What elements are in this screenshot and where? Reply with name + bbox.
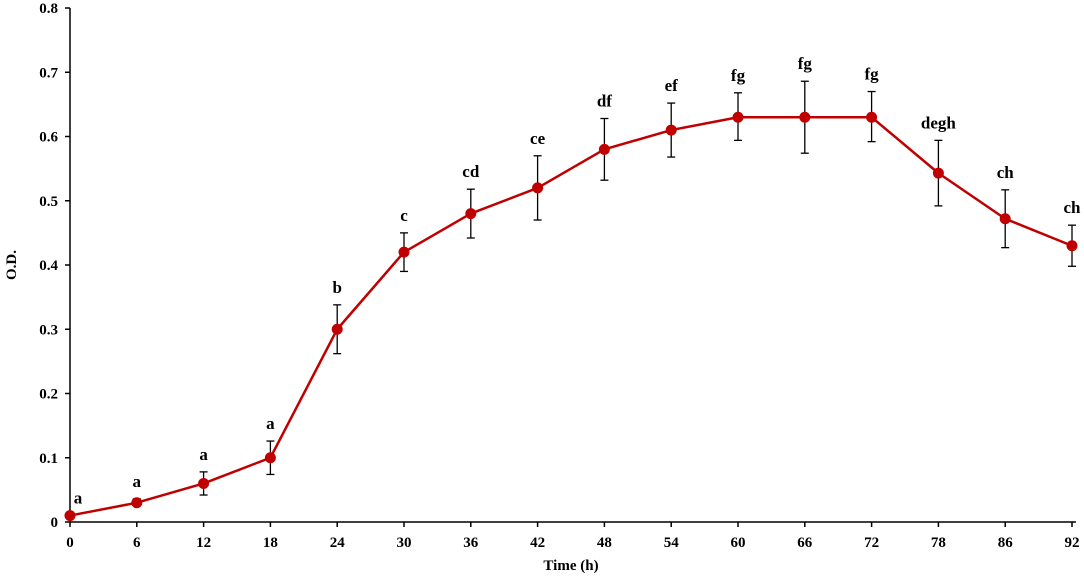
x-tick-label: 12 bbox=[196, 535, 211, 551]
significance-label: cd bbox=[462, 162, 480, 181]
y-tick-label: 0.3 bbox=[39, 322, 58, 338]
data-point bbox=[64, 510, 76, 522]
data-point bbox=[999, 213, 1011, 225]
x-axis-ticks: 0 6 12 18 24 30 36 42 48 54 60 66 72 78 86 92 bbox=[66, 522, 1080, 551]
y-tick-label: 0.2 bbox=[39, 387, 58, 403]
significance-label: ce bbox=[530, 129, 546, 148]
x-tick-label: 6 bbox=[133, 535, 141, 551]
x-axis-title: Time (h) bbox=[543, 558, 598, 574]
data-point bbox=[932, 167, 944, 179]
significance-label: ch bbox=[1064, 198, 1082, 217]
y-tick-label: 0.8 bbox=[39, 1, 58, 17]
y-tick-label: 0.7 bbox=[39, 65, 58, 81]
x-tick-label: 48 bbox=[597, 535, 612, 551]
x-tick-label: 86 bbox=[998, 535, 1014, 551]
y-axis-title: O.D. bbox=[4, 250, 20, 280]
x-tick-label: 54 bbox=[664, 535, 680, 551]
significance-label: a bbox=[74, 489, 83, 508]
data-point bbox=[131, 497, 143, 509]
significance-label: a bbox=[133, 472, 142, 491]
data-point bbox=[665, 124, 677, 136]
y-tick-label: 0.4 bbox=[39, 258, 58, 274]
data-point bbox=[532, 182, 544, 194]
significance-label: c bbox=[400, 206, 408, 225]
significance-label: df bbox=[597, 92, 612, 111]
x-tick-label: 92 bbox=[1065, 535, 1080, 551]
significance-label: fg bbox=[731, 66, 746, 85]
x-tick-label: 66 bbox=[797, 535, 813, 551]
y-tick-label: 0 bbox=[51, 515, 59, 531]
y-tick-label: 0.1 bbox=[39, 451, 58, 467]
x-tick-label: 18 bbox=[263, 535, 278, 551]
significance-label: a bbox=[199, 445, 208, 464]
significance-label: b bbox=[332, 278, 341, 297]
x-tick-label: 72 bbox=[864, 535, 879, 551]
data-point bbox=[1066, 240, 1078, 252]
data-point bbox=[799, 111, 811, 123]
x-tick-label: 24 bbox=[330, 535, 346, 551]
data-point bbox=[198, 477, 210, 489]
data-point bbox=[331, 323, 343, 335]
data-point bbox=[732, 111, 744, 123]
x-tick-label: 42 bbox=[530, 535, 545, 551]
data-point bbox=[866, 111, 878, 123]
x-tick-label: 60 bbox=[731, 535, 746, 551]
y-tick-label: 0.6 bbox=[39, 130, 58, 146]
x-tick-label: 30 bbox=[397, 535, 412, 551]
significance-label: fg bbox=[798, 54, 813, 73]
significance-label: ch bbox=[997, 163, 1015, 182]
data-point bbox=[598, 143, 610, 155]
data-point bbox=[465, 208, 477, 220]
y-tick-label: 0.5 bbox=[39, 194, 58, 210]
x-tick-label: 0 bbox=[66, 535, 74, 551]
data-point bbox=[264, 452, 276, 464]
data-point bbox=[398, 246, 410, 258]
series-line bbox=[69, 115, 1073, 517]
data-points bbox=[64, 111, 1078, 522]
significance-label: degh bbox=[921, 113, 957, 132]
significance-label: fg bbox=[865, 65, 880, 84]
y-axis-ticks: 0 0.1 0.2 0.3 0.4 0.5 0.6 0.7 0.8 bbox=[39, 1, 70, 531]
significance-label: a bbox=[266, 414, 275, 433]
x-tick-label: 36 bbox=[463, 535, 479, 551]
x-tick-label: 78 bbox=[931, 535, 946, 551]
significance-label: ef bbox=[665, 76, 679, 95]
significance-labels: a a a a b c cd ce df ef fg fg fg degh ch ch bbox=[74, 54, 1081, 507]
